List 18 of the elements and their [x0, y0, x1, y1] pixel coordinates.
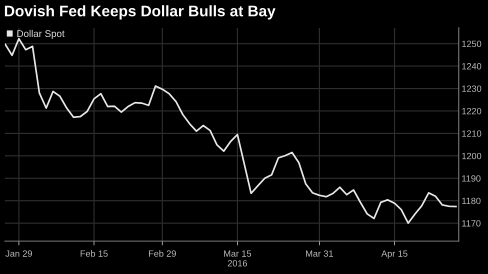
x-tick-label: Mar 31: [306, 250, 333, 257]
chart-title: Dovish Fed Keeps Dollar Bulls at Bay: [4, 5, 276, 20]
legend-label: Dollar Spot: [17, 30, 65, 39]
x-tick-label: Jan 29: [5, 250, 32, 257]
y-tick-label: 1200: [462, 152, 482, 160]
y-tick-label: 1210: [462, 130, 482, 137]
y-tick-label: 1240: [462, 63, 482, 70]
x-tick-label: Mar 15 2016: [224, 250, 252, 267]
x-tick-label: Feb 29: [148, 250, 176, 257]
y-tick-label: 1230: [462, 86, 482, 92]
x-tick-label: Apr 15: [381, 250, 408, 259]
y-tick-label: 1170: [462, 220, 481, 227]
y-tick-label: 1180: [462, 198, 481, 204]
line-series: [4, 38, 457, 224]
x-tick-label: Feb 15: [80, 250, 108, 257]
y-tick-label: 1220: [462, 108, 482, 114]
y-tick-label: 1250: [462, 40, 482, 48]
y-tick-label: 1190: [462, 175, 481, 182]
